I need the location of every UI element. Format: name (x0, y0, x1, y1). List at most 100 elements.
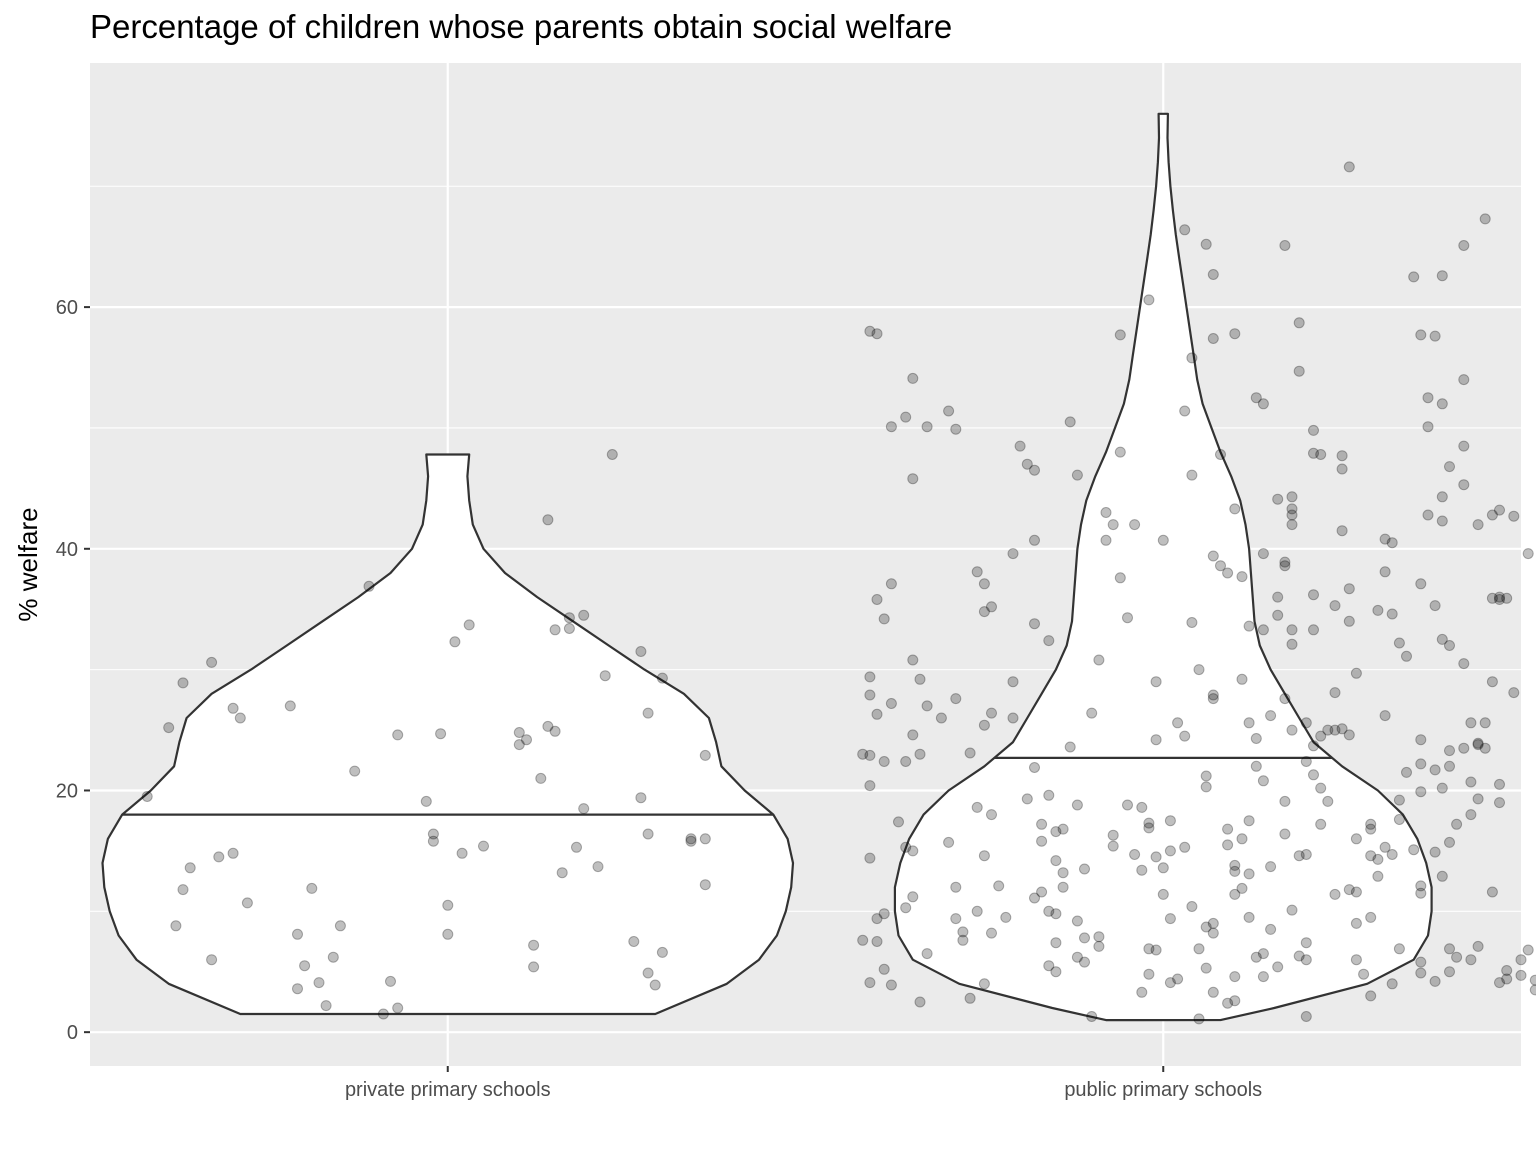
data-point (1157, 534, 1169, 546)
data-point (1250, 733, 1262, 744)
data-point (1300, 756, 1312, 767)
data-point (1207, 550, 1219, 562)
data-point (1257, 624, 1269, 636)
data-point (1114, 572, 1126, 584)
data-point (1393, 814, 1405, 825)
data-point (1522, 944, 1534, 956)
data-point (885, 421, 897, 433)
data-point (213, 851, 225, 863)
data-point (1200, 770, 1212, 782)
data-point (227, 847, 239, 859)
data-point (1494, 797, 1505, 809)
data-point (563, 623, 575, 634)
data-point (1529, 974, 1536, 986)
data-point (292, 928, 303, 940)
data-point (978, 578, 990, 590)
data-point (1100, 507, 1112, 518)
data-point (1300, 954, 1312, 966)
data-point (885, 979, 897, 991)
data-point (1336, 450, 1348, 462)
data-point (1472, 739, 1484, 751)
data-point (1444, 836, 1455, 848)
data-point (1415, 956, 1427, 968)
data-point (1365, 818, 1377, 830)
data-point (1393, 637, 1405, 649)
y-tick-label: 20 (56, 780, 78, 802)
data-point (1486, 592, 1498, 604)
data-point (1365, 911, 1377, 923)
data-point (900, 902, 912, 914)
data-point (513, 739, 525, 751)
data-point (1143, 822, 1155, 834)
data-point (1236, 673, 1248, 685)
data-point (1265, 861, 1277, 873)
data-point (1386, 537, 1398, 549)
data-point (871, 328, 883, 340)
data-point (1279, 693, 1291, 705)
data-point (1229, 859, 1241, 871)
data-point (1458, 374, 1470, 386)
data-point (1000, 911, 1012, 923)
data-point (1179, 405, 1191, 417)
data-point (1193, 1013, 1205, 1025)
data-point (177, 884, 189, 896)
data-point (420, 795, 432, 807)
data-point (1329, 687, 1341, 699)
data-point (1300, 849, 1312, 860)
data-point (900, 841, 912, 853)
data-point (1257, 775, 1269, 787)
data-point (1465, 954, 1477, 966)
data-point (521, 734, 532, 746)
data-point (1200, 238, 1212, 250)
data-point (1465, 776, 1477, 788)
data-point (964, 992, 976, 1004)
data-point (864, 780, 876, 792)
data-point (957, 934, 969, 946)
data-point (1100, 534, 1112, 546)
data-point (1057, 881, 1069, 893)
data-point (1179, 730, 1191, 742)
data-point (1079, 863, 1090, 875)
data-point (978, 719, 990, 731)
data-point (1486, 886, 1498, 898)
data-point (1458, 742, 1470, 754)
data-point (699, 879, 711, 891)
data-point (163, 722, 175, 734)
data-point (1286, 904, 1298, 916)
data-point (177, 677, 189, 689)
data-point (986, 927, 997, 939)
data-point (1186, 617, 1198, 628)
data-point (900, 411, 912, 423)
data-point (1472, 737, 1484, 749)
data-point (1029, 892, 1040, 904)
data-point (1415, 880, 1427, 892)
data-point (1272, 609, 1284, 621)
data-point (1308, 740, 1319, 752)
data-point (699, 749, 711, 761)
data-point (1508, 687, 1520, 699)
data-point (1386, 608, 1398, 620)
data-point (528, 939, 540, 951)
data-point (1029, 464, 1040, 476)
data-point (206, 954, 218, 966)
data-point (921, 421, 933, 433)
data-point (549, 624, 561, 636)
data-point (857, 748, 869, 760)
data-point (907, 729, 919, 741)
data-point (1501, 973, 1513, 985)
data-point (685, 835, 697, 847)
data-point (1207, 693, 1219, 705)
data-point (1429, 330, 1441, 342)
data-point (1415, 734, 1427, 746)
data-point (284, 700, 296, 712)
data-point (914, 748, 926, 760)
data-point (1157, 862, 1169, 874)
data-point (1014, 440, 1026, 452)
data-point (1308, 447, 1319, 459)
data-point (1143, 294, 1155, 306)
data-point (234, 712, 246, 724)
data-point (914, 996, 926, 1008)
data-point (986, 809, 997, 821)
data-point (1229, 865, 1241, 877)
jitter-points (141, 161, 1536, 1025)
